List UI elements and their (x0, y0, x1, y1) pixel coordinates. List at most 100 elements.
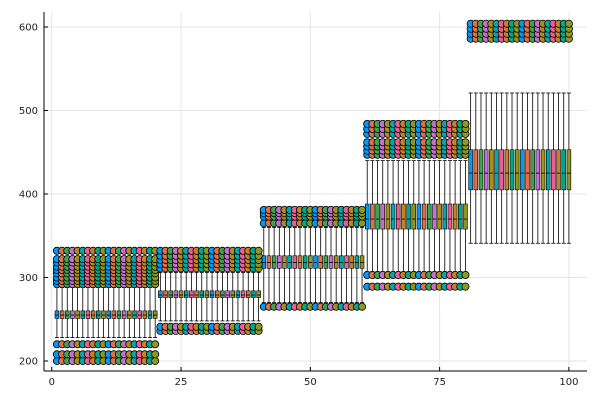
box (246, 290, 251, 298)
box (54, 310, 60, 319)
box (530, 149, 535, 191)
box (297, 255, 303, 269)
box (359, 255, 365, 269)
outlier-point (564, 19, 573, 28)
box (116, 310, 122, 319)
outlier-point (254, 322, 263, 331)
box (158, 290, 163, 298)
box (302, 255, 308, 269)
box (437, 203, 442, 230)
box (427, 203, 432, 230)
box (147, 310, 153, 319)
box (173, 290, 179, 298)
outlier-point (254, 246, 263, 255)
box (556, 149, 561, 191)
box (225, 290, 230, 298)
outlier-layer (52, 19, 573, 365)
box (152, 310, 158, 319)
y-tick-label: 200 (19, 356, 38, 367)
box (101, 310, 106, 319)
box (261, 255, 267, 269)
y-tick-label: 500 (19, 106, 38, 117)
box (561, 149, 566, 191)
outlier-point (151, 356, 160, 365)
box (333, 255, 339, 269)
box (380, 203, 385, 230)
box (277, 255, 282, 269)
box (318, 255, 323, 269)
box (328, 255, 334, 269)
box (499, 149, 504, 191)
box (271, 255, 277, 269)
axis-layer (43, 12, 587, 372)
box (163, 290, 168, 298)
box (266, 255, 272, 269)
y-tick-label: 600 (19, 23, 38, 34)
box (509, 149, 515, 191)
box (282, 255, 287, 269)
box (194, 290, 199, 298)
box (494, 149, 499, 191)
outlier-point (461, 119, 470, 128)
box (75, 310, 80, 319)
box (127, 310, 132, 319)
box (240, 290, 246, 298)
box (390, 203, 396, 230)
box (121, 310, 127, 319)
box (458, 203, 463, 230)
x-tick-label: 75 (433, 377, 446, 388)
box (256, 290, 261, 298)
box (416, 203, 422, 230)
box (137, 310, 142, 319)
outlier-point (151, 350, 160, 359)
box (525, 149, 530, 191)
box (90, 310, 96, 319)
box (411, 203, 417, 230)
box (468, 149, 473, 191)
box (349, 255, 354, 269)
box (401, 203, 406, 230)
outlier-point (358, 302, 367, 311)
outlier-point (151, 340, 160, 349)
x-tick-label: 25 (175, 377, 188, 388)
box (183, 290, 189, 298)
box (287, 255, 292, 269)
box (106, 310, 111, 319)
box (214, 290, 220, 298)
box-layer (54, 149, 572, 319)
box (545, 149, 551, 191)
box (209, 290, 215, 298)
outlier-point (358, 205, 367, 214)
label-layer: 0 25 50 75 100 200 300 400 500 600 (19, 23, 579, 388)
box (432, 203, 437, 230)
outlier-point (461, 270, 470, 279)
box (478, 149, 484, 191)
box (540, 149, 546, 191)
outlier-point (358, 219, 367, 228)
box (168, 290, 173, 298)
box (178, 290, 184, 298)
box (80, 310, 86, 319)
box (452, 203, 458, 230)
box (406, 203, 411, 230)
box (220, 290, 225, 298)
box (463, 203, 468, 230)
box (551, 149, 556, 191)
box (421, 203, 427, 230)
box (447, 203, 453, 230)
box (323, 255, 329, 269)
box (308, 255, 313, 269)
box (375, 203, 380, 230)
box (251, 290, 256, 298)
box (132, 310, 137, 319)
box (483, 149, 489, 191)
box (65, 310, 70, 319)
outlier-point (461, 138, 470, 147)
outlier-point (461, 282, 470, 291)
box (370, 203, 375, 230)
box (59, 310, 65, 319)
box (514, 149, 520, 191)
box (344, 255, 349, 269)
box (96, 310, 101, 319)
